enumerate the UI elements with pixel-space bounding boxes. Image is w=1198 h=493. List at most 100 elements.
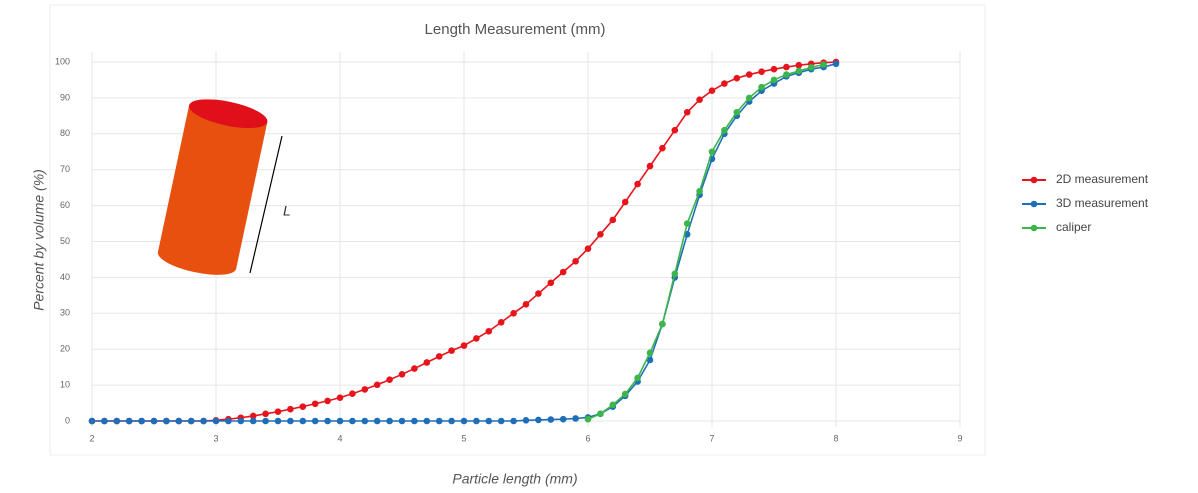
data-point xyxy=(411,365,418,372)
data-point xyxy=(249,417,257,425)
data-point xyxy=(535,416,542,424)
y-axis-label: Percent by volume (%) xyxy=(31,169,47,311)
data-point xyxy=(225,417,232,425)
data-point xyxy=(609,401,617,409)
data-point xyxy=(113,417,121,425)
data-point xyxy=(125,417,133,425)
chart-frame xyxy=(49,4,986,456)
data-point xyxy=(287,405,294,413)
data-point xyxy=(324,417,331,425)
data-point xyxy=(473,417,480,425)
data-point xyxy=(262,417,269,425)
data-point xyxy=(770,65,778,73)
data-point xyxy=(696,187,703,195)
data-point xyxy=(807,64,815,71)
data-point xyxy=(435,353,443,360)
data-point xyxy=(460,342,468,349)
data-point xyxy=(646,356,654,364)
data-point xyxy=(708,148,716,156)
data-point xyxy=(460,417,468,425)
data-point xyxy=(733,108,741,116)
y-tick-label: 100 xyxy=(55,56,70,66)
data-point xyxy=(200,417,207,425)
data-point xyxy=(634,180,641,188)
data-point xyxy=(733,74,741,82)
data-point xyxy=(646,162,654,170)
data-point xyxy=(609,216,617,224)
data-point xyxy=(770,76,778,84)
data-point xyxy=(522,416,530,424)
chart-title: Length Measurement (mm) xyxy=(425,21,606,38)
data-point xyxy=(336,394,344,401)
data-point xyxy=(671,270,679,278)
data-point xyxy=(621,198,629,206)
data-point xyxy=(249,412,257,420)
length-indicator xyxy=(249,135,283,274)
data-point xyxy=(386,376,393,384)
data-point xyxy=(361,417,369,425)
data-point xyxy=(584,415,592,423)
data-point xyxy=(138,417,145,425)
data-point xyxy=(398,417,406,425)
data-point xyxy=(473,335,480,342)
data-point xyxy=(659,144,666,152)
x-tick-label: 9 xyxy=(957,433,962,443)
data-point xyxy=(721,80,728,87)
legend-label: 2D measurement xyxy=(1056,172,1149,186)
data-point xyxy=(783,63,790,71)
data-point xyxy=(708,87,716,95)
y-tick-label: 90 xyxy=(60,92,70,102)
data-point xyxy=(349,417,356,425)
data-point xyxy=(832,60,840,68)
data-point xyxy=(497,318,505,326)
data-point xyxy=(621,390,629,398)
plot-area: 0 10 20 30 40 50 60 70 80 90 100 2 3 4 5 6 7 8 9 xyxy=(55,52,963,443)
data-point xyxy=(88,417,96,425)
data-point xyxy=(398,371,406,378)
data-point xyxy=(175,417,183,425)
y-tick-label: 20 xyxy=(60,344,70,354)
data-point xyxy=(361,386,369,393)
data-point xyxy=(274,408,282,415)
data-point xyxy=(758,68,765,75)
data-point xyxy=(485,327,493,335)
x-tick-label: 2 xyxy=(89,433,94,443)
data-point xyxy=(659,320,666,328)
x-tick-label: 7 xyxy=(709,433,714,443)
y-tick-label: 80 xyxy=(60,128,70,138)
data-point xyxy=(386,417,393,425)
data-point xyxy=(274,417,282,425)
data-point xyxy=(758,83,765,91)
data-point xyxy=(349,390,356,398)
legend-marker xyxy=(1030,224,1038,232)
y-tick-label: 70 xyxy=(60,164,70,174)
data-point xyxy=(237,417,245,425)
data-point xyxy=(597,410,604,418)
x-tick-label: 5 xyxy=(461,433,466,443)
data-point xyxy=(820,61,827,68)
legend-marker xyxy=(1030,176,1038,184)
data-point xyxy=(559,415,567,423)
data-point xyxy=(423,417,431,425)
legend-label: 3D measurement xyxy=(1056,196,1149,210)
data-point xyxy=(683,220,691,227)
data-point xyxy=(783,71,790,78)
data-point xyxy=(324,397,331,405)
data-point xyxy=(510,417,517,425)
x-tick-label: 6 xyxy=(585,433,590,443)
data-point xyxy=(497,417,505,425)
data-point xyxy=(535,290,542,297)
y-tick-label: 50 xyxy=(60,236,70,246)
data-point xyxy=(373,381,381,389)
data-point xyxy=(373,417,381,425)
data-point xyxy=(411,417,418,425)
data-point xyxy=(336,417,344,425)
data-point xyxy=(163,417,170,425)
data-point xyxy=(187,417,195,425)
data-point xyxy=(559,268,567,276)
y-tick-label: 40 xyxy=(60,272,70,282)
data-point xyxy=(572,415,579,422)
y-tick-label: 0 xyxy=(65,415,70,425)
data-point xyxy=(262,410,269,418)
